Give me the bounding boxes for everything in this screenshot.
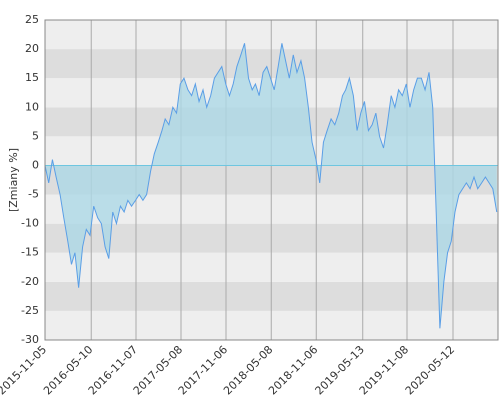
y-tick-label: -25 [21, 304, 39, 317]
y-tick-label: 10 [25, 100, 39, 113]
y-tick-label: -15 [21, 246, 39, 259]
y-tick-label: 15 [25, 71, 39, 84]
y-tick-label: -30 [21, 333, 39, 346]
plot-border [44, 19, 499, 341]
y-tick-label: 5 [32, 129, 39, 142]
y-tick-label: 0 [32, 158, 39, 171]
x-tick-label: 2020-05-12 [403, 343, 457, 397]
y-tick-label: -5 [28, 188, 39, 201]
y-axis-label: [Zmiany %] [7, 148, 20, 212]
y-tick-label: -10 [21, 217, 39, 230]
area [45, 43, 497, 329]
y-tick-label: 25 [25, 13, 39, 26]
y-tick-label: 20 [25, 42, 39, 55]
y-tick-label: -20 [21, 275, 39, 288]
line [44, 43, 498, 329]
